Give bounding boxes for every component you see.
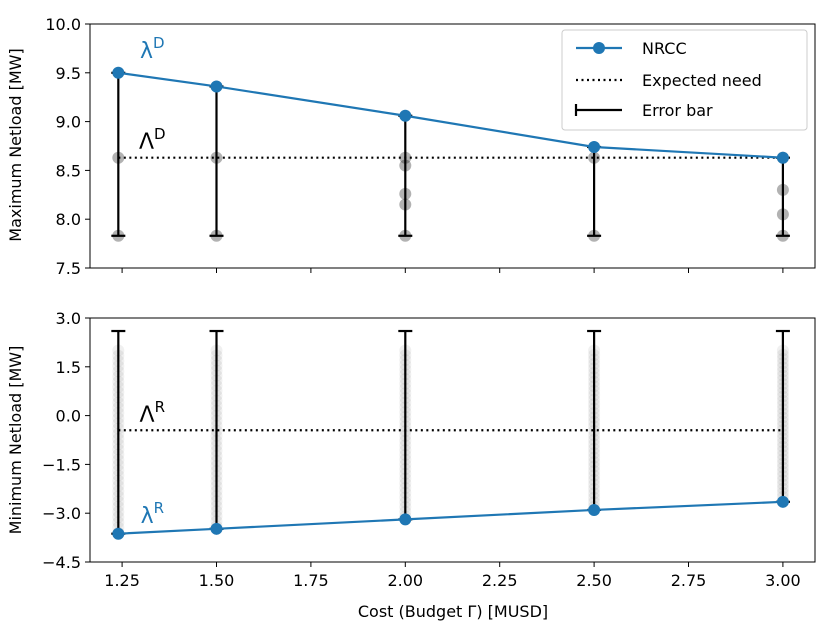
plot-frame (89, 317, 816, 563)
x-tick-label-4: 2.25 (482, 571, 518, 590)
x-tick-label-3: 2.00 (387, 571, 423, 590)
y-tick-label-2: −1.5 (42, 455, 81, 474)
nrcc-point-1 (210, 522, 223, 535)
x-axis-label: Cost (Budget Γ) [MUSD] (358, 602, 548, 621)
y-tick-label-3: 9.0 (56, 113, 81, 132)
annotation-0: λD (140, 34, 165, 64)
y-axis-label-bottom: Minimum Netload [MW] (6, 346, 25, 535)
y-tick-label-0: −4.5 (42, 553, 81, 572)
x-tick-label-7: 3.00 (765, 571, 801, 590)
y-tick-label-2: 8.5 (56, 161, 81, 180)
y-tick-label-1: −3.0 (42, 504, 81, 523)
nrcc-point-3 (588, 503, 601, 516)
plot-frame (89, 23, 816, 269)
y-axis-label-top: Maximum Netload [MW] (6, 48, 25, 241)
nrcc-point-3 (588, 140, 601, 153)
legend-entry-0: NRCC (642, 39, 687, 58)
y-tick-label-5: 10.0 (45, 15, 81, 34)
y-tick-label-5: 3.0 (56, 309, 81, 328)
nrcc-point-2 (399, 513, 412, 526)
x-tick-label-2: 1.75 (293, 571, 329, 590)
x-tick-label-6: 2.75 (671, 571, 707, 590)
nrcc-point-0 (112, 66, 125, 79)
legend-entry-2: Error bar (642, 101, 713, 120)
nrcc-point-1 (210, 80, 223, 93)
nrcc-point-4 (776, 495, 789, 508)
legend-box (561, 29, 808, 131)
legend-marker-nrcc (593, 42, 605, 54)
annotation-1: λR (141, 499, 164, 529)
bottom-panel: −4.5 −3.0 −1.5 0.0 1.5 3.0 1.25 1.50 1.75 2.00 2.2… (42, 309, 816, 590)
y-tick-label-1: 8.0 (56, 210, 81, 229)
annotation-0: ΛR (140, 398, 166, 428)
x-tick-label-0: 1.25 (104, 571, 140, 590)
legend-entry-1: Expected need (642, 71, 762, 90)
annotation-1: ΛD (139, 125, 166, 155)
x-tick-label-5: 2.50 (576, 571, 612, 590)
y-tick-label-0: 7.5 (56, 259, 81, 278)
y-tick-label-3: 0.0 (56, 407, 81, 426)
nrcc-point-0 (112, 527, 125, 540)
y-tick-label-4: 9.5 (56, 64, 81, 83)
y-tick-label-4: 1.5 (56, 358, 81, 377)
top-panel: 7.5 8.0 8.5 9.0 9.5 10.0 λD ΛD NRCC Expected need… (45, 15, 816, 278)
nrcc-point-2 (399, 109, 412, 122)
nrcc-point-4 (776, 151, 789, 164)
x-tick-label-1: 1.50 (199, 571, 235, 590)
